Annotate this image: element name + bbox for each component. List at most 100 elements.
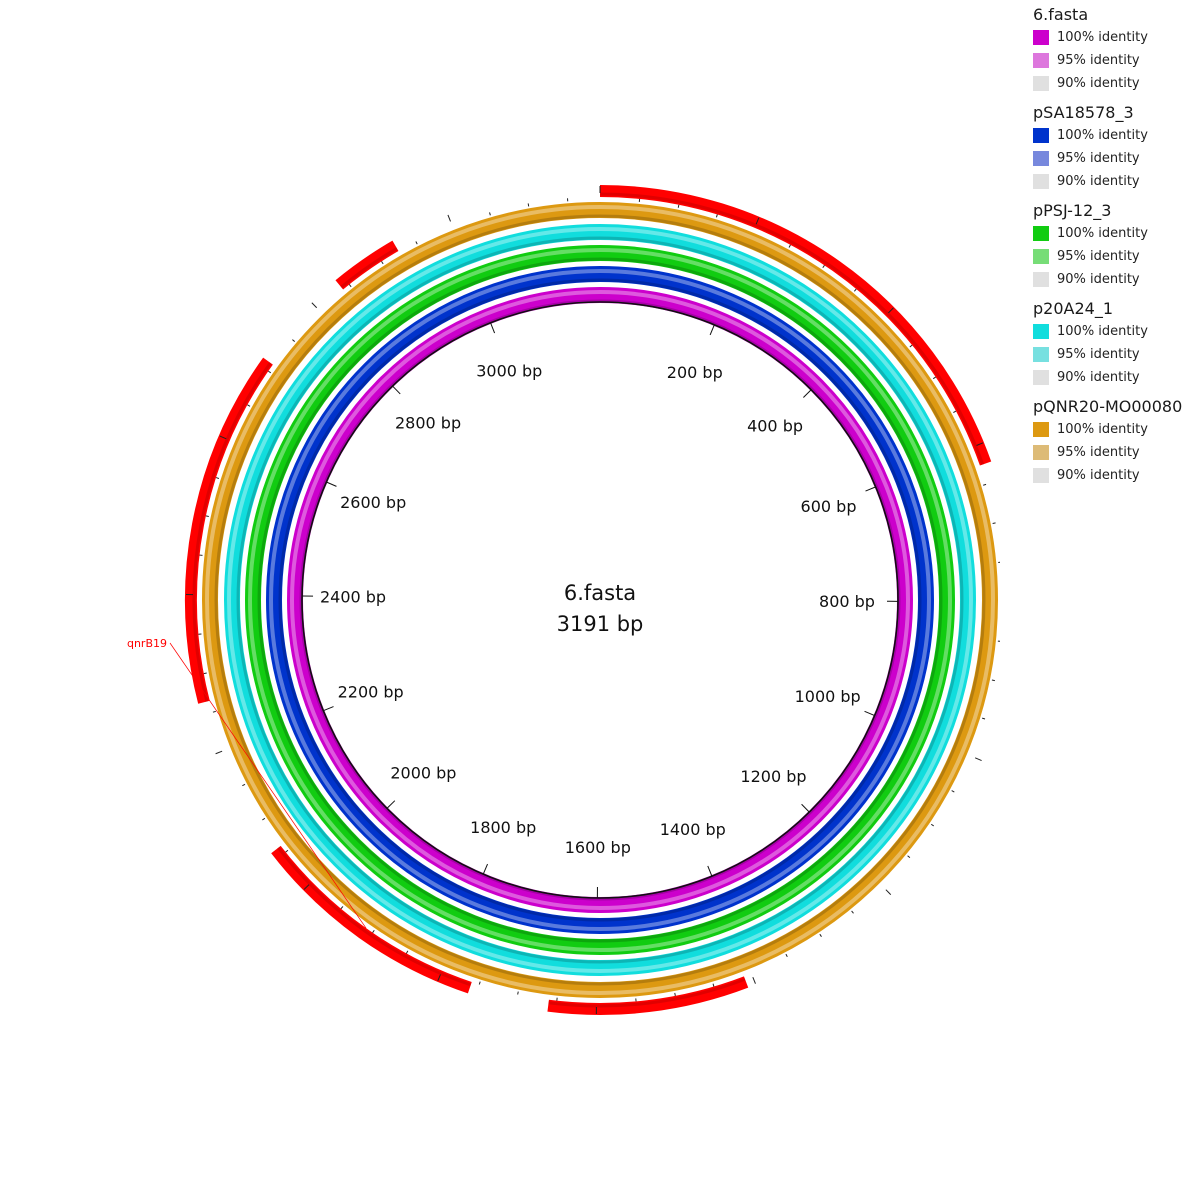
tick-mark [517, 991, 519, 995]
tick-mark [785, 953, 788, 958]
tick-mark [982, 717, 986, 720]
tick-mark [851, 910, 854, 914]
label-tick [803, 389, 812, 398]
legend-group: pPSJ-12_3 100% identity 95% identity 90% id… [1033, 200, 1200, 291]
legend-row: 100% identity [1033, 320, 1200, 343]
tick-mark [853, 288, 857, 292]
legend-swatch [1033, 422, 1049, 437]
legend-label: 90% identity [1057, 76, 1140, 91]
tick-mark [953, 410, 957, 413]
center-genome-name: 6.fasta [564, 581, 636, 605]
tick-mark [888, 307, 894, 314]
tick-mark [712, 983, 715, 987]
legend-title: pQNR20-MO00080 [1033, 397, 1183, 416]
legend-swatch [1033, 445, 1049, 460]
legend-label: 95% identity [1057, 249, 1140, 264]
bp-label: 1400 bp [660, 820, 726, 839]
circular-genome-map: qnrB19 200 bp 400 bp 600 bp 800 bp 1000 bp 12… [127, 185, 1000, 1015]
label-tick [482, 863, 488, 875]
legend-swatch [1033, 468, 1049, 483]
label-tick [490, 322, 496, 334]
legend-swatch [1033, 226, 1049, 241]
legend-swatch [1033, 324, 1049, 339]
tick-mark [340, 906, 344, 910]
bp-label: 600 bp [801, 497, 857, 516]
bp-label: 1800 bp [470, 818, 536, 837]
tick-mark [983, 483, 987, 486]
feature-arc [335, 240, 399, 290]
label-tick [709, 324, 715, 336]
legend-row: 100% identity [1033, 124, 1200, 147]
feature-arcs: qnrB19 [127, 185, 992, 1015]
legend-label: 90% identity [1057, 370, 1140, 385]
bp-label: 1200 bp [740, 767, 806, 786]
legend-swatch [1033, 370, 1049, 385]
legend-row: 90% identity [1033, 170, 1200, 193]
label-tick [707, 865, 713, 877]
legend-group: 6.fasta 100% identity 95% identity 90% iden… [1033, 4, 1200, 95]
legend-label: 100% identity [1057, 128, 1148, 143]
bp-label: 2000 bp [390, 764, 456, 783]
feature-arc [185, 357, 273, 704]
legend-swatch [1033, 249, 1049, 264]
legend-title: pPSJ-12_3 [1033, 201, 1112, 220]
legend-label: 95% identity [1057, 445, 1140, 460]
legend-row: 90% identity [1033, 366, 1200, 389]
tick-mark [381, 261, 384, 265]
center-genome-length: 3191 bp [557, 612, 644, 636]
tick-mark [262, 817, 266, 821]
ring-psa18578-3 [266, 266, 934, 934]
ring-pqnr20-mo00080 [202, 202, 998, 998]
tick-mark [242, 783, 246, 787]
tick-mark [203, 672, 207, 675]
legend-swatch [1033, 128, 1049, 143]
bp-label: 2200 bp [338, 683, 404, 702]
legend-label: 100% identity [1057, 226, 1148, 241]
tick-mark [715, 214, 718, 218]
tick-mark [405, 950, 409, 954]
feature-arc-shadow [192, 362, 272, 702]
tick-mark [974, 757, 982, 762]
bp-label: 800 bp [819, 592, 875, 611]
feature-arc-shadow [599, 192, 985, 466]
tick-mark [205, 515, 209, 518]
legend-swatch [1033, 151, 1049, 166]
label-tick [386, 800, 396, 809]
tick-mark [527, 203, 530, 207]
legend-row: 90% identity [1033, 72, 1200, 95]
legend-swatch [1033, 272, 1049, 287]
legend-label: 95% identity [1057, 53, 1140, 68]
tick-mark [212, 710, 216, 713]
ring-shadow [257, 257, 943, 943]
ring-highlight [227, 227, 973, 973]
feature-arc [271, 845, 472, 994]
ring-highlight [269, 269, 931, 931]
tick-mark [885, 889, 892, 896]
legend-label: 95% identity [1057, 151, 1140, 166]
tick-mark [247, 404, 251, 407]
bp-label: 2800 bp [395, 414, 461, 433]
tick-mark [822, 265, 825, 269]
bp-label: 200 bp [667, 363, 723, 382]
tick-mark [674, 992, 676, 996]
bp-tick-labels: 200 bp 400 bp 600 bp 800 bp 1000 bp 1200 bp 14… [302, 322, 898, 898]
legend-title: p20A24_1 [1033, 299, 1113, 318]
bp-label: 400 bp [747, 417, 803, 436]
backbone-circle [301, 301, 899, 899]
legend-swatch [1033, 53, 1049, 68]
tick-mark [907, 855, 911, 859]
legend-row: 100% identity [1033, 418, 1200, 441]
legend-swatch [1033, 174, 1049, 189]
feature-arc-shadow [277, 846, 472, 987]
label-tick [865, 486, 876, 492]
tick-mark [285, 849, 289, 853]
tick-mark [415, 241, 418, 245]
tick-mark [447, 214, 451, 222]
tick-mark [819, 933, 822, 937]
feature-arc [599, 185, 992, 466]
tick-mark [932, 376, 936, 380]
tick-mark [303, 884, 310, 890]
tick-mark [478, 981, 481, 985]
ring-6-fasta [287, 287, 913, 913]
legend-label: 95% identity [1057, 347, 1140, 362]
